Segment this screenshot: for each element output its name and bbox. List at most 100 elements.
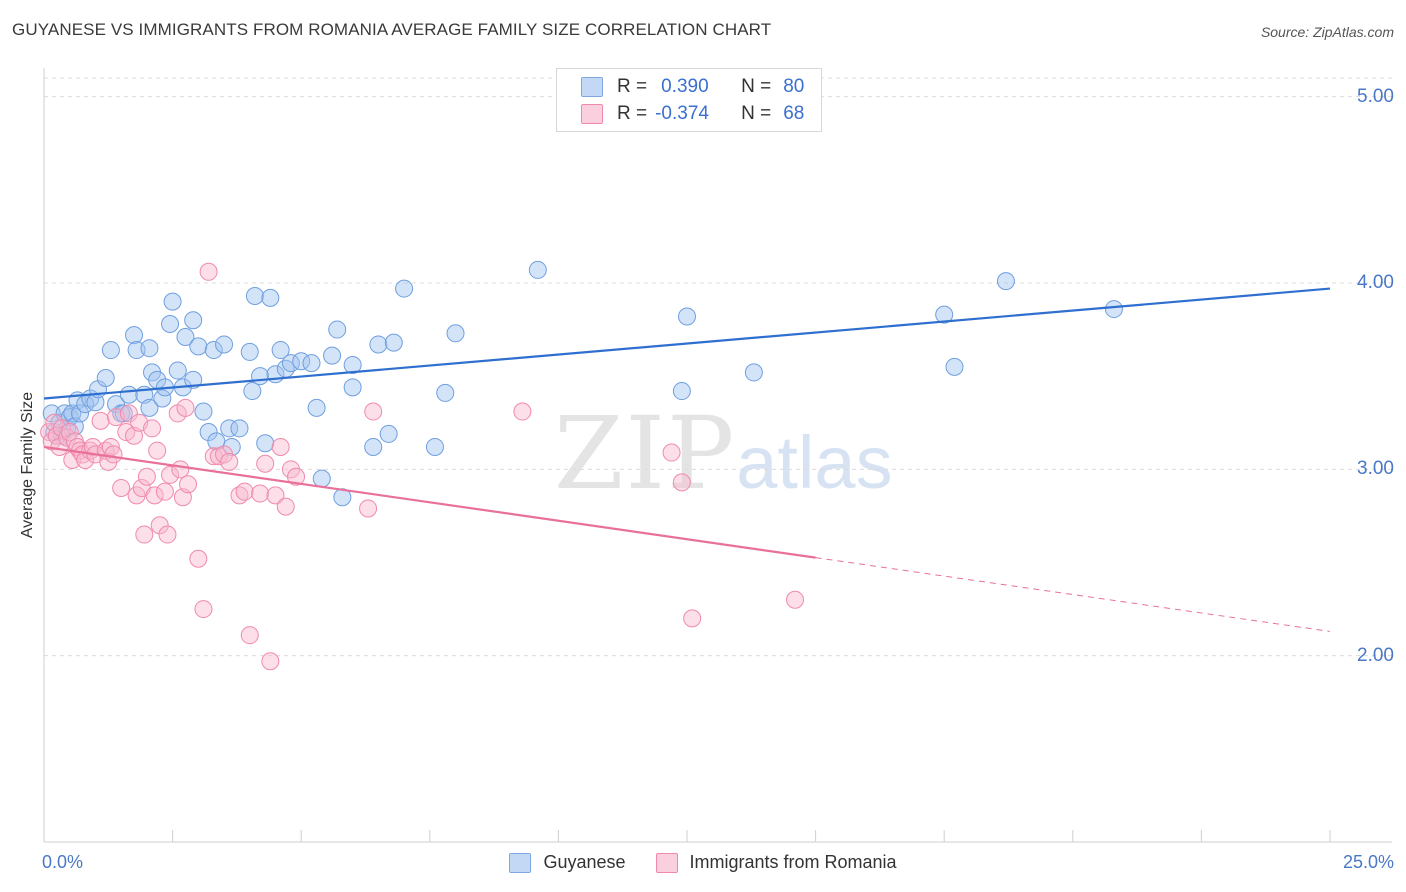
legend-row-guyanese: R = 0.390 N = 80 bbox=[581, 75, 804, 99]
y-tick-label: 4.00 bbox=[1357, 271, 1394, 293]
point-guyanese bbox=[343, 355, 362, 374]
legend-r-value: -0.374 bbox=[655, 103, 709, 124]
point-guyanese bbox=[312, 469, 331, 488]
point-romania bbox=[199, 262, 218, 281]
point-guyanese bbox=[215, 335, 234, 354]
point-romania bbox=[287, 467, 306, 486]
point-guyanese bbox=[71, 404, 90, 423]
y-tick-label: 2.00 bbox=[1357, 644, 1394, 666]
point-romania bbox=[112, 478, 131, 497]
point-guyanese bbox=[168, 361, 187, 380]
point-guyanese bbox=[96, 369, 115, 388]
point-guyanese bbox=[528, 260, 547, 279]
point-guyanese bbox=[369, 335, 388, 354]
point-guyanese bbox=[261, 288, 280, 307]
point-romania bbox=[359, 499, 378, 518]
point-guyanese bbox=[204, 341, 223, 360]
legend-r-label: R = bbox=[617, 103, 648, 124]
point-guyanese bbox=[153, 389, 172, 408]
point-guyanese bbox=[243, 382, 262, 401]
point-romania bbox=[235, 482, 254, 501]
point-guyanese bbox=[161, 314, 180, 333]
point-guyanese bbox=[328, 320, 347, 339]
trendline-romania bbox=[43, 445, 816, 559]
watermark-zip: ZIP bbox=[554, 395, 737, 512]
point-romania bbox=[179, 475, 198, 494]
point-romania bbox=[150, 516, 169, 535]
x-tick-label-max: 25.0% bbox=[1342, 852, 1394, 872]
legend-swatch-blue bbox=[509, 852, 532, 873]
point-guyanese bbox=[395, 279, 414, 298]
point-romania bbox=[276, 497, 295, 516]
point-romania bbox=[148, 441, 167, 460]
point-guyanese bbox=[107, 395, 126, 414]
y-axis-label: Average Family Size bbox=[19, 391, 36, 539]
point-romania bbox=[271, 437, 290, 456]
point-guyanese bbox=[163, 292, 182, 311]
point-guyanese bbox=[189, 337, 208, 356]
point-guyanese bbox=[176, 328, 195, 347]
point-guyanese bbox=[307, 398, 326, 417]
point-romania bbox=[137, 467, 156, 486]
stats-legend: R = 0.390 N = 80 R = -0.374 N = 68 bbox=[556, 68, 822, 132]
point-guyanese bbox=[384, 333, 403, 352]
point-romania bbox=[240, 626, 259, 645]
legend-row-romania: R = -0.374 N = 68 bbox=[581, 102, 804, 126]
point-guyanese bbox=[140, 398, 159, 417]
point-guyanese bbox=[379, 424, 398, 443]
point-guyanese bbox=[256, 434, 275, 453]
point-guyanese bbox=[323, 346, 342, 365]
trendline-romania-extrapolated bbox=[815, 557, 1331, 632]
point-romania bbox=[91, 411, 110, 430]
watermark-atlas: atlas bbox=[736, 421, 893, 504]
point-romania bbox=[176, 398, 195, 417]
watermark: ZIPatlas bbox=[554, 395, 893, 512]
point-guyanese bbox=[220, 419, 239, 438]
point-romania bbox=[662, 443, 681, 462]
point-romania bbox=[158, 525, 177, 544]
legend-label-romania: Immigrants from Romania bbox=[689, 852, 897, 872]
point-romania bbox=[194, 600, 213, 619]
point-romania bbox=[104, 445, 123, 464]
point-romania bbox=[155, 482, 174, 501]
point-romania bbox=[189, 549, 208, 568]
point-romania bbox=[251, 484, 270, 503]
point-romania bbox=[145, 486, 164, 505]
legend-item-guyanese: Guyanese bbox=[509, 852, 626, 873]
point-guyanese bbox=[678, 307, 696, 326]
legend-n-value: 80 bbox=[783, 76, 805, 97]
legend-n-label: N = bbox=[741, 103, 772, 124]
legend-n-value: 68 bbox=[783, 103, 805, 124]
point-guyanese bbox=[271, 341, 290, 360]
chart-title: GUYANESE VS IMMIGRANTS FROM ROMANIA AVER… bbox=[12, 20, 772, 39]
point-guyanese bbox=[101, 341, 120, 360]
legend-swatch-blue bbox=[581, 77, 603, 97]
point-guyanese bbox=[140, 339, 159, 358]
point-guyanese bbox=[446, 324, 465, 343]
point-romania bbox=[256, 454, 275, 473]
point-guyanese bbox=[364, 437, 383, 456]
legend-r-value: 0.390 bbox=[661, 76, 709, 97]
point-guyanese bbox=[425, 437, 444, 456]
point-romania bbox=[135, 525, 154, 544]
legend-swatch-pink bbox=[581, 104, 603, 124]
legend-item-romania: Immigrants from Romania bbox=[655, 852, 897, 873]
series-legend: Guyanese Immigrants from Romania bbox=[0, 852, 1406, 873]
point-romania bbox=[220, 452, 239, 471]
point-guyanese bbox=[184, 311, 203, 330]
point-guyanese bbox=[436, 383, 455, 402]
point-romania bbox=[171, 460, 190, 479]
legend-n-label: N = bbox=[741, 76, 772, 97]
point-guyanese bbox=[945, 357, 964, 376]
point-guyanese bbox=[240, 342, 259, 361]
point-guyanese bbox=[199, 423, 218, 442]
point-romania bbox=[364, 402, 383, 421]
legend-r-label: R = bbox=[617, 76, 648, 97]
point-guyanese bbox=[119, 385, 138, 404]
legend-swatch-pink bbox=[655, 852, 678, 873]
point-romania bbox=[60, 423, 79, 442]
point-guyanese bbox=[222, 437, 241, 456]
point-guyanese bbox=[996, 272, 1015, 291]
point-romania bbox=[513, 402, 532, 421]
point-guyanese bbox=[184, 370, 203, 389]
